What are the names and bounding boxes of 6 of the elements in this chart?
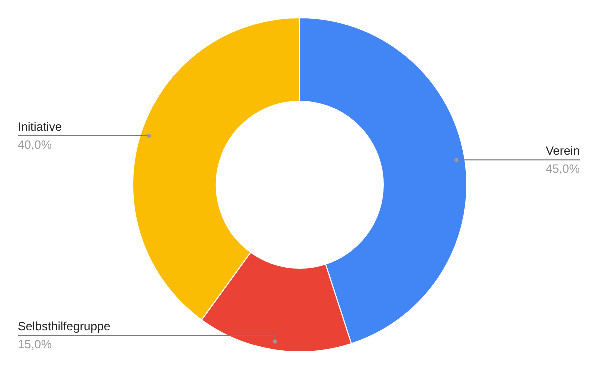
data-label: 15,0% (18, 338, 52, 352)
slice-label: Verein (546, 144, 580, 158)
data-label: 40,0% (18, 138, 52, 152)
data-label: 45,0% (546, 162, 580, 176)
slice-label: Initiative (18, 120, 62, 134)
slice-label: Selbsthilfegruppe (18, 320, 112, 334)
